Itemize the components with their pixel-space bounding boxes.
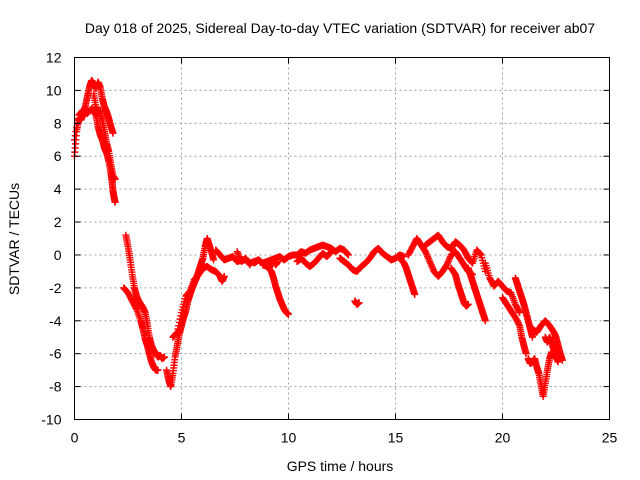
- data-point: [476, 250, 484, 258]
- y-tick-label: -2: [49, 280, 62, 296]
- data-point: [516, 309, 524, 317]
- data-point: [111, 175, 119, 183]
- data-point: [173, 328, 181, 336]
- data-point: [522, 350, 530, 358]
- data-point: [246, 261, 254, 269]
- x-tick-label: 0: [71, 430, 79, 446]
- data-point: [327, 248, 335, 256]
- data-point: [274, 258, 282, 266]
- y-tick-label: 10: [46, 82, 62, 98]
- data-point: [411, 290, 419, 298]
- y-tick-label: 4: [54, 181, 62, 197]
- data-point: [154, 366, 162, 374]
- data-point: [554, 358, 562, 366]
- data-point: [327, 248, 335, 256]
- y-tick-label: -10: [41, 412, 61, 428]
- y-axis-title: SDTVAR / TECUs: [6, 183, 22, 295]
- data-point: [71, 132, 79, 140]
- data-point: [177, 312, 185, 320]
- data-point: [481, 317, 489, 325]
- data-point: [464, 300, 472, 308]
- y-tick-label: 2: [54, 214, 62, 230]
- data-point: [344, 251, 352, 259]
- data-point: [109, 129, 117, 137]
- data-point: [111, 198, 119, 206]
- data-point: [210, 256, 218, 264]
- data-point: [176, 315, 184, 323]
- x-tick-labels: 0 5 10 15 20 25: [71, 430, 618, 446]
- data-point: [132, 304, 140, 312]
- y-tick-label: 0: [54, 247, 62, 263]
- y-tick-label: 8: [54, 115, 62, 131]
- data-point: [174, 325, 182, 333]
- data-point: [344, 250, 352, 258]
- data-point: [175, 318, 183, 326]
- data-point: [160, 353, 168, 361]
- y-tick-labels: 12 10 8 6 4 2 0 -2 -4 -6 -8 -10: [41, 50, 61, 428]
- y-tick-label: -4: [49, 313, 62, 329]
- axis-ticks: [74, 57, 610, 420]
- plot-frame: [74, 57, 610, 420]
- y-tick-label: 12: [46, 50, 62, 66]
- data-point: [220, 272, 228, 280]
- y-tick-label: -6: [49, 346, 62, 362]
- data-point: [355, 299, 363, 307]
- data-point: [74, 115, 82, 123]
- data-point: [173, 329, 181, 337]
- x-tick-label: 20: [495, 430, 511, 446]
- x-tick-label: 5: [178, 430, 186, 446]
- data-point: [468, 258, 476, 266]
- data-point: [72, 128, 80, 136]
- x-tick-label: 15: [388, 430, 404, 446]
- y-tick-label: -8: [49, 379, 62, 395]
- data-points: [71, 77, 566, 400]
- y-tick-label: 6: [54, 148, 62, 164]
- chart-title: Day 018 of 2025, Sidereal Day-to-day VTE…: [85, 20, 595, 36]
- data-point: [175, 322, 183, 330]
- x-tick-label: 25: [602, 430, 618, 446]
- data-point: [515, 320, 523, 328]
- x-axis-title: GPS time / hours: [287, 458, 394, 474]
- x-tick-label: 10: [281, 430, 297, 446]
- data-point: [285, 310, 292, 318]
- data-point: [515, 307, 523, 315]
- data-point: [528, 333, 536, 341]
